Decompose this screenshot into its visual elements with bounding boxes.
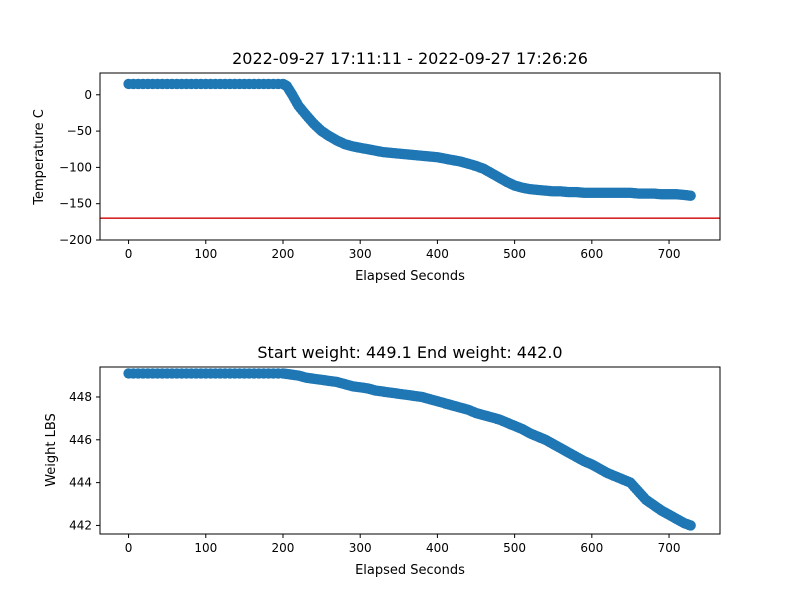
temperature-chart-title: 2022-09-27 17:11:11 - 2022-09-27 17:26:2… bbox=[232, 49, 588, 68]
weight-x-tick-label: 0 bbox=[125, 541, 133, 555]
temperature-y-tick-label: −100 bbox=[59, 160, 92, 174]
temperature-y-tick-label: −50 bbox=[67, 124, 92, 138]
temperature-panel: 2022-09-27 17:11:11 - 2022-09-27 17:26:2… bbox=[32, 49, 721, 284]
weight-x-tick-label: 400 bbox=[426, 541, 449, 555]
temperature-y-axis-label: Temperature C bbox=[32, 109, 47, 206]
temperature-data-point bbox=[685, 190, 696, 201]
weight-x-tick-label: 200 bbox=[272, 541, 295, 555]
temperature-x-tick-label: 700 bbox=[658, 247, 681, 261]
weight-y-tick-label: 442 bbox=[69, 518, 92, 532]
weight-x-tick-label: 100 bbox=[194, 541, 217, 555]
temperature-x-tick-label: 400 bbox=[426, 247, 449, 261]
temperature-x-axis-label: Elapsed Seconds bbox=[355, 269, 465, 284]
weight-data-point bbox=[685, 520, 696, 531]
temperature-plot-frame bbox=[99, 72, 721, 241]
temperature-x-tick-label: 300 bbox=[349, 247, 372, 261]
weight-x-axis-label: Elapsed Seconds bbox=[355, 563, 465, 578]
temperature-x-tick-label: 200 bbox=[272, 247, 295, 261]
temperature-x-tick-label: 500 bbox=[503, 247, 526, 261]
weight-plot-frame bbox=[99, 366, 721, 535]
temperature-y-tick-label: −200 bbox=[59, 233, 92, 247]
weight-y-tick-label: 446 bbox=[69, 433, 92, 447]
temperature-y-tick-label: 0 bbox=[84, 88, 92, 102]
weight-chart-title: Start weight: 449.1 End weight: 442.0 bbox=[257, 343, 562, 362]
weight-y-tick-label: 444 bbox=[69, 476, 92, 490]
temperature-x-tick-label: 0 bbox=[125, 247, 133, 261]
temperature-y-tick-label: −150 bbox=[59, 197, 92, 211]
weight-x-tick-label: 600 bbox=[580, 541, 603, 555]
temperature-x-tick-label: 600 bbox=[580, 247, 603, 261]
weight-y-tick-label: 448 bbox=[69, 390, 92, 404]
temperature-data-layer bbox=[123, 78, 696, 201]
weight-panel: Start weight: 449.1 End weight: 442.0 El… bbox=[44, 343, 721, 578]
weight-x-tick-label: 700 bbox=[658, 541, 681, 555]
weight-y-axis-label: Weight LBS bbox=[44, 413, 59, 487]
weight-x-tick-label: 500 bbox=[503, 541, 526, 555]
weight-data-layer bbox=[123, 368, 696, 531]
temperature-x-tick-label: 100 bbox=[194, 247, 217, 261]
weight-x-tick-label: 300 bbox=[349, 541, 372, 555]
